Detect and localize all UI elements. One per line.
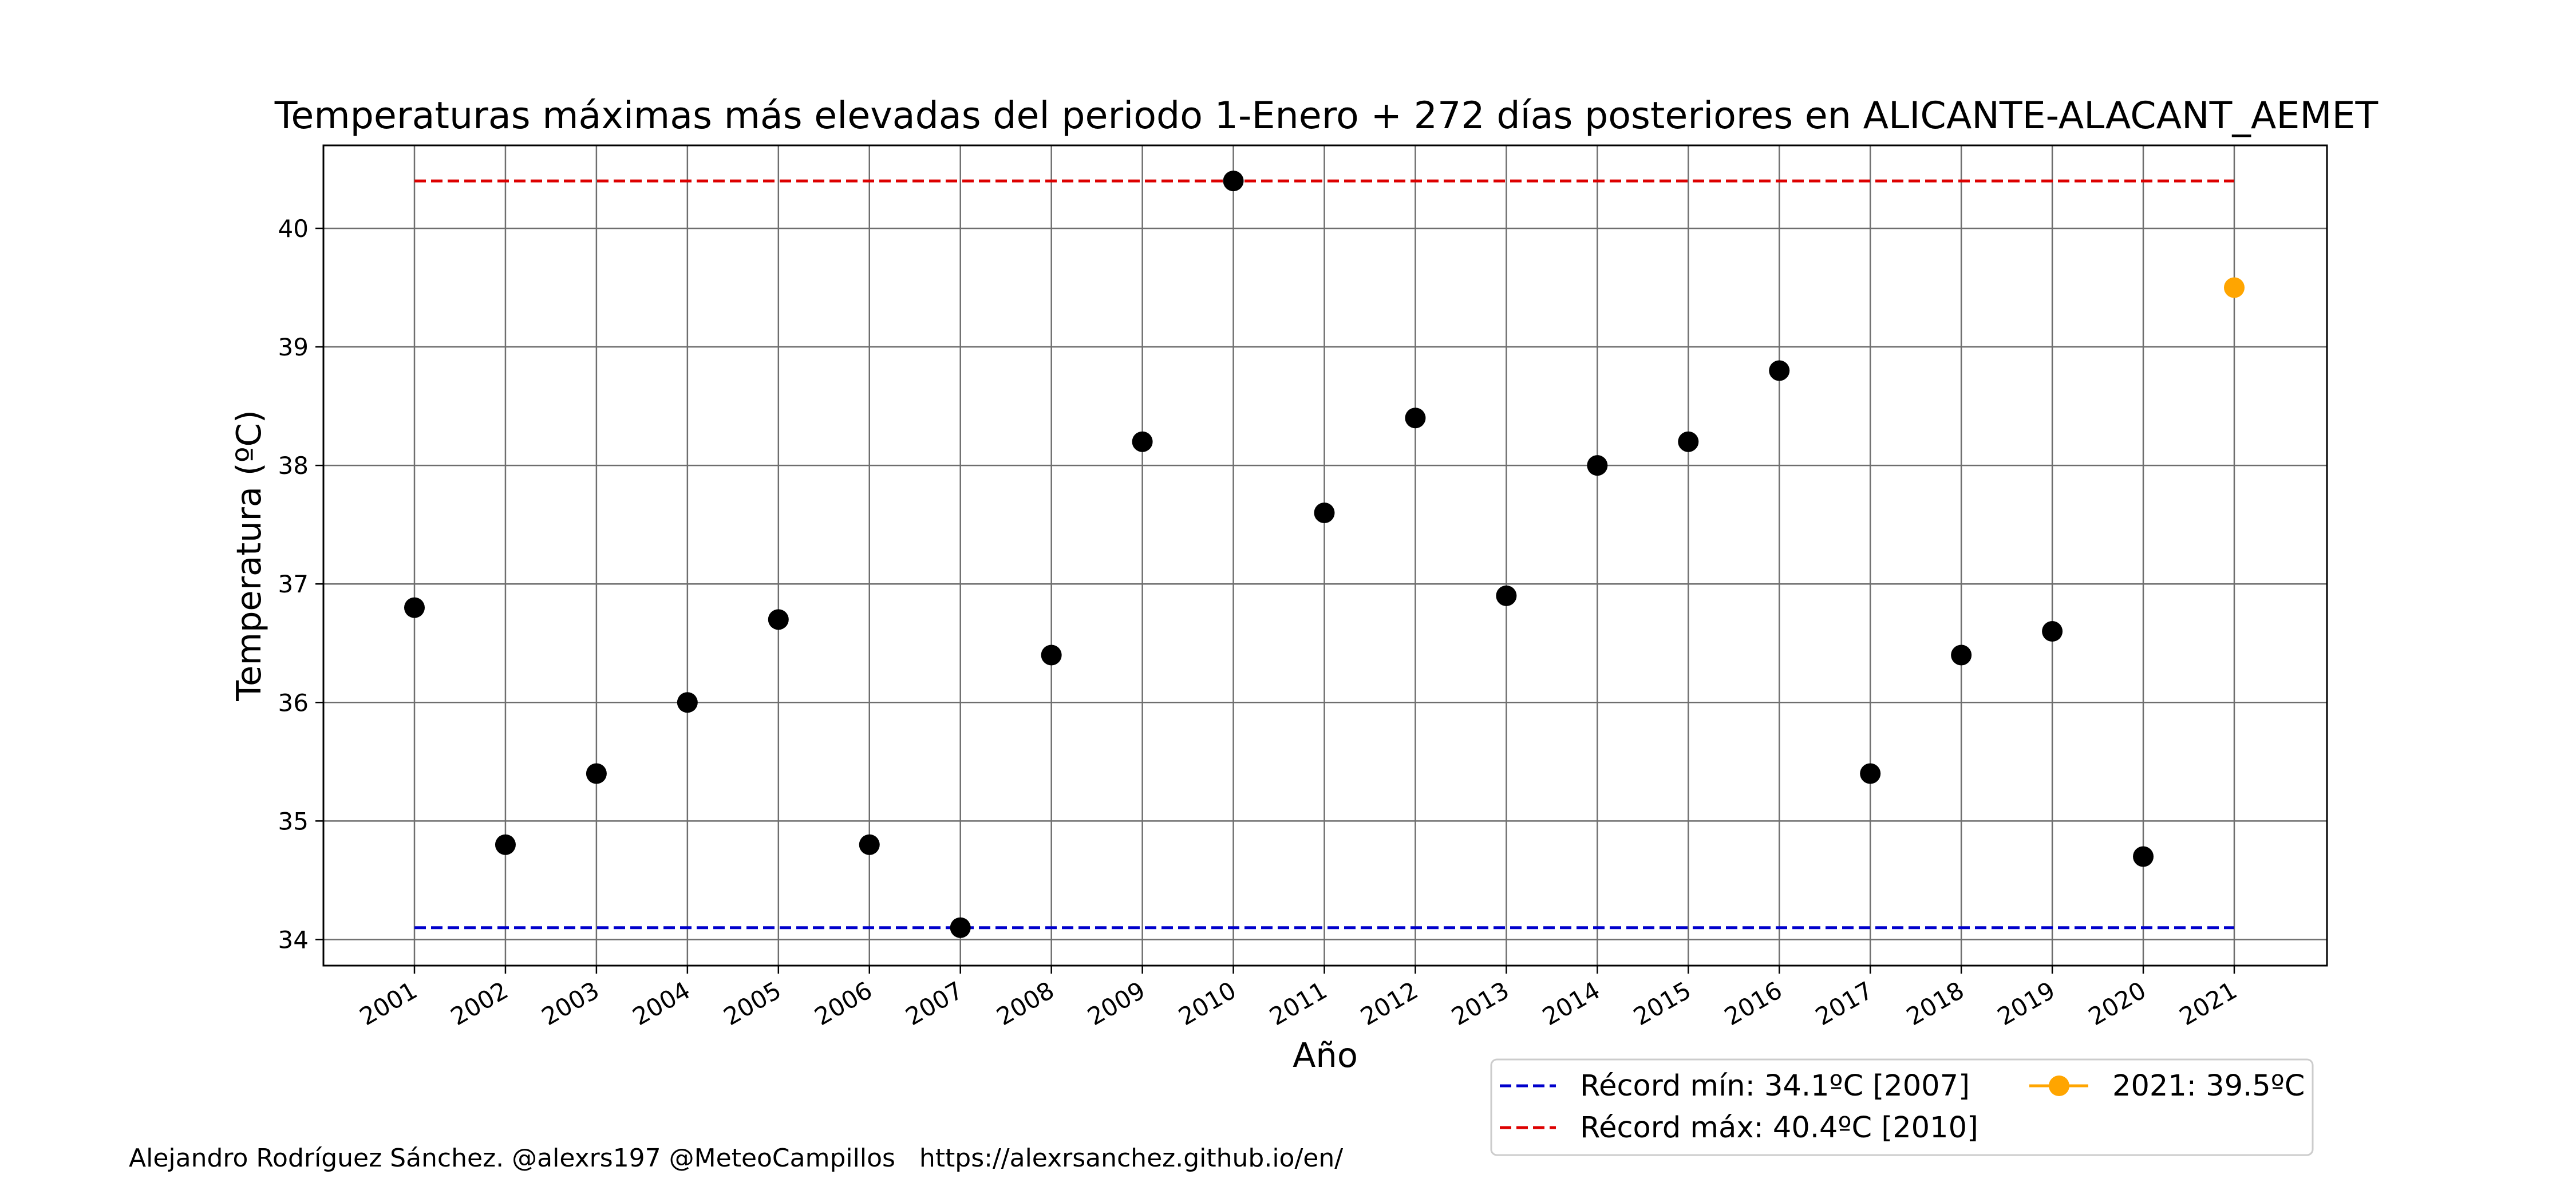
x-tick-label: 2015 xyxy=(1629,976,1696,1031)
y-axis-ticks: 34 35 36 37 38 39 40 xyxy=(278,215,323,954)
data-point xyxy=(1769,360,1790,381)
data-point xyxy=(404,597,425,618)
data-points xyxy=(404,171,2245,938)
legend-entry-label: 2021: 39.5ºC xyxy=(2112,1069,2305,1103)
x-axis-label: Año xyxy=(1293,1035,1358,1075)
data-point xyxy=(1860,763,1881,784)
data-point xyxy=(1132,431,1153,452)
x-tick-label: 2012 xyxy=(1356,976,1423,1031)
plot-frame xyxy=(322,144,2328,967)
data-point xyxy=(1041,645,1062,666)
x-tick-label: 2006 xyxy=(810,976,877,1031)
y-tick-label: 34 xyxy=(278,926,309,954)
x-tick-label: 2014 xyxy=(1538,976,1605,1031)
x-tick-label: 2017 xyxy=(1811,976,1878,1031)
data-point xyxy=(677,692,698,713)
x-tick-label: 2009 xyxy=(1083,976,1150,1031)
legend-entry-label: Récord mín: 34.1ºC [2007] xyxy=(1580,1069,1970,1103)
x-axis-ticks: 2001 2002 2003 2004 2005 2006 2007 2008 2009 2010… xyxy=(355,966,2242,1031)
y-tick-label: 38 xyxy=(278,452,309,480)
grid-lines xyxy=(323,145,2327,966)
data-point-current-year xyxy=(2224,277,2245,298)
x-tick-label: 2007 xyxy=(901,976,968,1031)
x-tick-label: 2010 xyxy=(1174,976,1240,1031)
data-point xyxy=(1314,502,1335,523)
chart-title: Temperaturas máximas más elevadas del pe… xyxy=(274,94,2379,137)
y-tick-label: 39 xyxy=(278,333,309,361)
x-tick-label: 2008 xyxy=(992,976,1059,1031)
x-tick-label: 2011 xyxy=(1265,976,1332,1031)
data-point xyxy=(1496,585,1517,606)
data-point xyxy=(950,917,971,938)
data-point xyxy=(859,834,880,855)
x-tick-label: 2003 xyxy=(537,976,604,1031)
y-tick-label: 37 xyxy=(278,570,309,598)
x-tick-label: 2018 xyxy=(1902,976,1969,1031)
legend-entry-label: Récord máx: 40.4ºC [2010] xyxy=(1580,1111,1978,1145)
data-point xyxy=(768,609,789,630)
legend-box xyxy=(1490,1058,2314,1156)
x-tick-label: 2005 xyxy=(719,976,786,1031)
x-tick-label: 2020 xyxy=(2084,976,2151,1031)
data-point xyxy=(1951,645,1972,666)
data-point xyxy=(1678,431,1699,452)
legend-swatch-marker xyxy=(2049,1076,2069,1096)
y-tick-label: 35 xyxy=(278,807,309,835)
x-tick-label: 2004 xyxy=(628,976,695,1031)
record-lines xyxy=(414,179,2234,930)
x-tick-label: 2016 xyxy=(1720,976,1787,1031)
data-point xyxy=(495,834,516,855)
data-point xyxy=(1587,455,1608,476)
credit-text: Alejandro Rodríguez Sánchez. @alexrs197 … xyxy=(129,1144,1344,1173)
data-point xyxy=(586,763,607,784)
x-tick-label: 2002 xyxy=(446,976,513,1031)
y-tick-label: 40 xyxy=(278,215,309,243)
x-tick-label: 2001 xyxy=(355,976,422,1031)
data-point xyxy=(1405,408,1426,429)
data-point xyxy=(2133,846,2154,867)
y-tick-label: 36 xyxy=(278,689,309,717)
x-tick-label: 2013 xyxy=(1447,976,1514,1031)
data-point xyxy=(1223,171,1244,192)
x-tick-label: 2019 xyxy=(1993,976,2060,1031)
legend: Récord mín: 34.1ºC [2007] Récord máx: 40.… xyxy=(1490,1058,2314,1156)
y-axis-label: Temperatura (ºC) xyxy=(229,410,268,702)
data-point xyxy=(2042,621,2063,642)
x-tick-label: 2021 xyxy=(2175,976,2242,1031)
